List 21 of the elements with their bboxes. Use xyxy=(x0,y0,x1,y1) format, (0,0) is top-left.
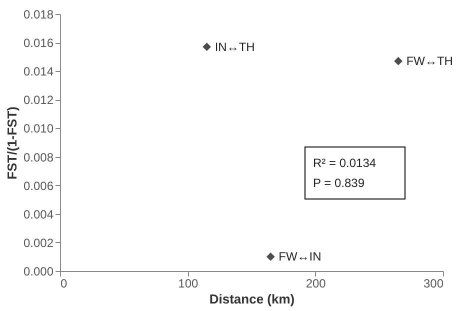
x-tick-label: 0 xyxy=(60,276,68,290)
x-axis-title: Distance (km) xyxy=(209,292,295,306)
y-tick-label: 0.012 xyxy=(23,93,54,108)
y-tick-label: 0.006 xyxy=(23,178,54,193)
annotation: IN↔TH xyxy=(214,40,255,54)
x-tick-label: 100 xyxy=(178,276,198,290)
annotation: FW↔TH xyxy=(406,54,453,68)
annotation: R² = 0.0134 xyxy=(313,156,376,170)
annotation: FW↔IN xyxy=(278,250,322,264)
y-tick-label: 0.018 xyxy=(23,8,54,22)
y-tick-label: 0.010 xyxy=(23,122,54,136)
x-tick-label: 300 xyxy=(423,276,444,290)
annotation: P = 0.839 xyxy=(313,176,365,190)
y-tick-label: 0.002 xyxy=(23,236,54,250)
y-tick-label: 0.008 xyxy=(23,150,54,164)
y-tick-label: 0.000 xyxy=(23,264,54,278)
y-tick-label: 0.004 xyxy=(23,207,54,222)
y-tick-label: 0.016 xyxy=(23,36,54,50)
y-axis-title: FST/(1-FST) xyxy=(4,106,20,180)
y-tick-label: 0.014 xyxy=(23,64,54,79)
x-tick-label: 200 xyxy=(306,276,326,290)
